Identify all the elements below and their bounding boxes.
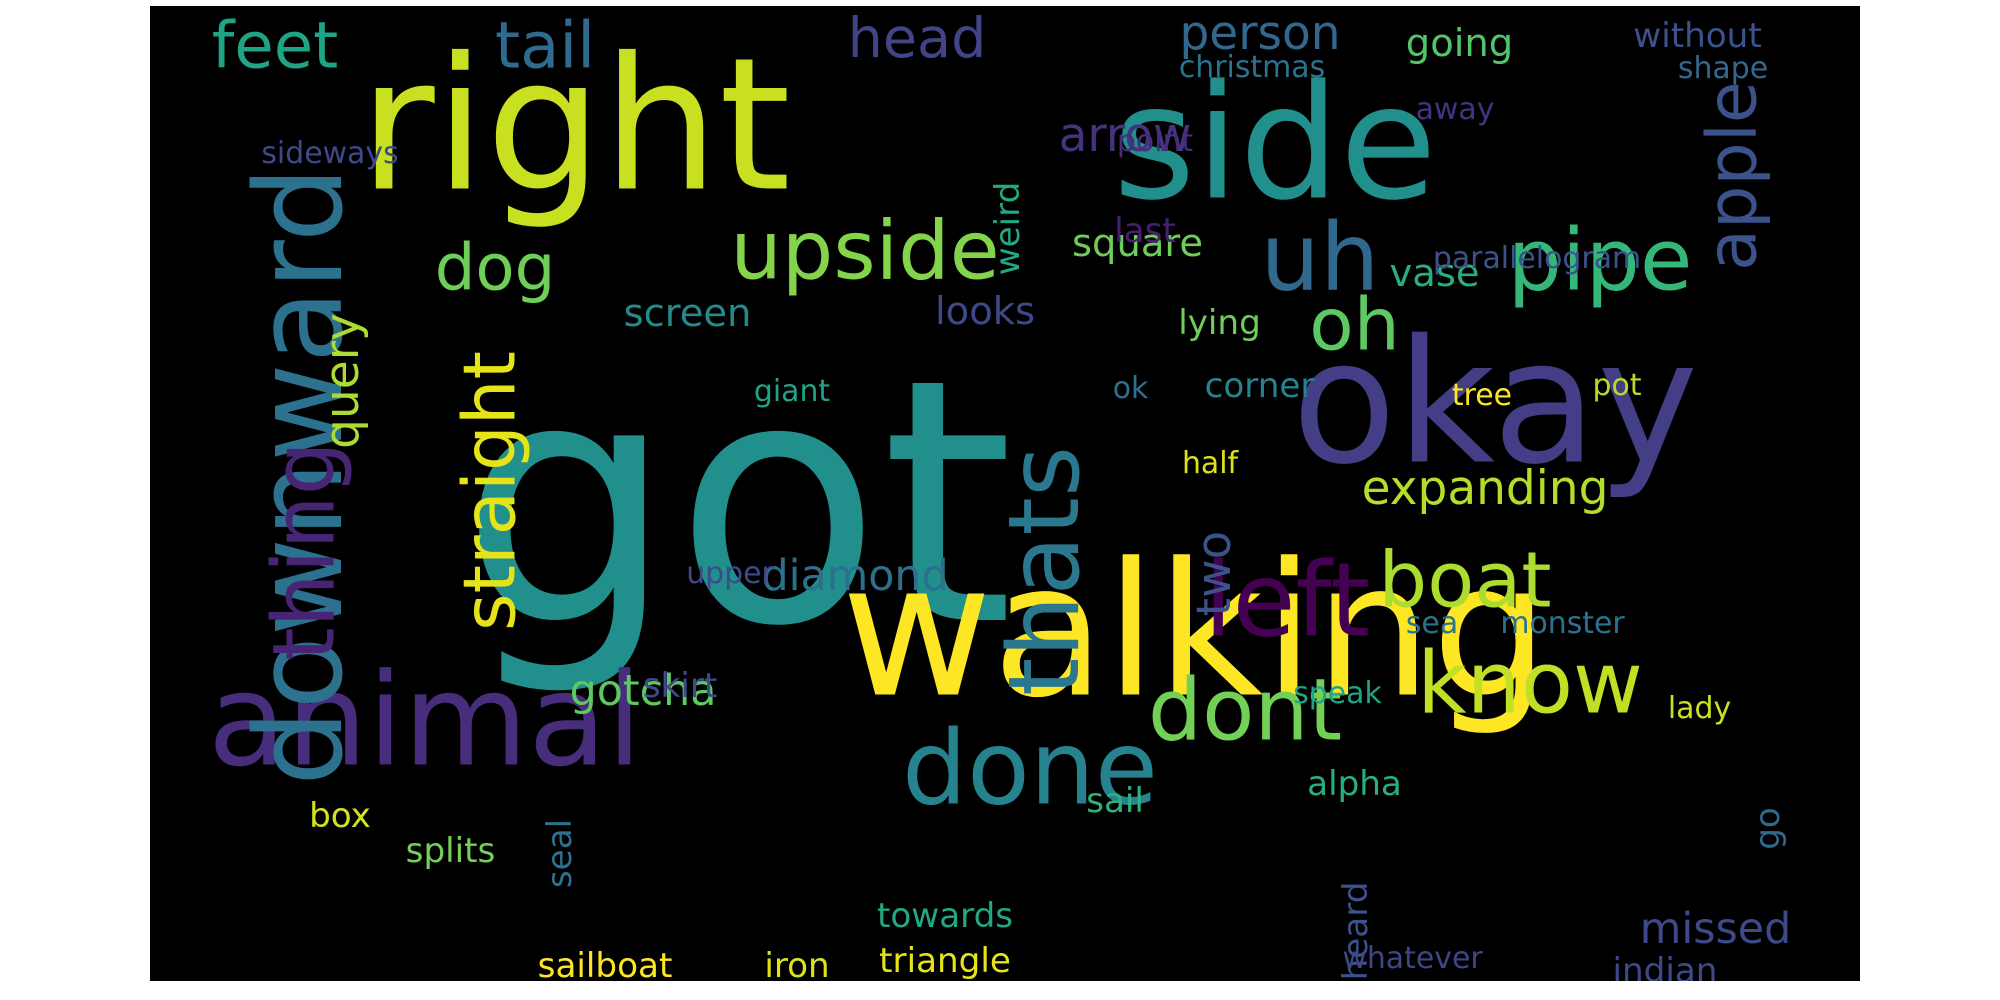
word-parallelogram: parallelogram xyxy=(1433,241,1641,276)
word-arrow: arrow xyxy=(1059,108,1192,163)
word-monster: monster xyxy=(1500,606,1625,641)
word-head: head xyxy=(848,6,987,71)
word-without: without xyxy=(1633,16,1761,56)
word-sideways: sideways xyxy=(261,136,398,171)
word-thing: thing xyxy=(256,441,355,661)
word-skirt: skirt xyxy=(643,666,718,706)
word-alpha: alpha xyxy=(1307,764,1402,804)
word-pot: pot xyxy=(1592,368,1641,403)
word-okay: okay xyxy=(1292,304,1698,503)
word-sailboat: sailboat xyxy=(538,946,673,981)
word-straight: straight xyxy=(449,351,533,631)
word-square: square xyxy=(1072,221,1203,266)
word-downward: downward xyxy=(230,166,370,786)
word-two: two xyxy=(1187,531,1242,617)
word-dont: dont xyxy=(1148,662,1342,761)
word-weird: weird xyxy=(988,182,1028,276)
word-point: point xyxy=(1117,124,1194,159)
word-query: query xyxy=(315,313,370,449)
word-giant: giant xyxy=(754,374,831,409)
word-know: know xyxy=(1417,635,1643,734)
word-missed: missed xyxy=(1640,904,1791,954)
word-speak: speak xyxy=(1293,676,1382,711)
word-walking: walking xyxy=(841,524,1549,739)
word-dog: dog xyxy=(435,232,556,306)
word-triangle: triangle xyxy=(879,941,1011,981)
word-sail: sail xyxy=(1086,781,1144,821)
word-heard: heard xyxy=(1336,882,1376,981)
word-lying: lying xyxy=(1178,303,1261,343)
word-animal: animal xyxy=(208,647,642,796)
word-screen: screen xyxy=(624,291,752,336)
word-person: person xyxy=(1179,6,1340,61)
word-looks: looks xyxy=(935,289,1035,334)
word-upside: upside xyxy=(730,205,999,299)
word-vase: vase xyxy=(1389,251,1479,296)
word-whatever: whatever xyxy=(1342,941,1483,976)
word-sea: sea xyxy=(1406,606,1458,641)
word-christmas: christmas xyxy=(1179,50,1325,85)
word-seal: seal xyxy=(540,819,580,888)
word-shape: shape xyxy=(1678,51,1768,86)
word-expanding: expanding xyxy=(1362,461,1609,516)
word-box: box xyxy=(309,796,371,836)
word-cloud-canvas: got right side walking okay animal upside pipe d… xyxy=(208,6,1791,981)
word-left: left xyxy=(1204,542,1370,661)
word-side: side xyxy=(1113,52,1437,236)
word-diamond: diamond xyxy=(761,551,948,601)
word-right: right xyxy=(359,18,791,232)
word-tree: tree xyxy=(1452,378,1512,413)
word-feet: feet xyxy=(212,10,339,84)
word-cloud: got right side walking okay animal upside pipe d… xyxy=(150,6,1860,981)
word-indian: indian xyxy=(1613,951,1718,981)
word-oh: oh xyxy=(1309,284,1399,368)
word-boat: boat xyxy=(1378,537,1551,626)
word-away: away xyxy=(1416,92,1495,127)
word-corner: corner xyxy=(1205,366,1316,406)
word-ok: ok xyxy=(1113,371,1149,406)
word-lady: lady xyxy=(1668,691,1731,726)
word-splits: splits xyxy=(406,831,496,871)
word-going: going xyxy=(1406,21,1513,66)
word-half: half xyxy=(1182,446,1240,481)
word-iron: iron xyxy=(764,946,829,981)
word-apple: apple xyxy=(1694,81,1773,271)
word-tail: tail xyxy=(495,10,595,84)
word-got: got xyxy=(460,307,1013,700)
word-thats: thats xyxy=(988,446,1102,696)
word-upper: upper xyxy=(686,556,774,591)
word-towards: towards xyxy=(877,896,1013,936)
word-done: done xyxy=(902,710,1158,829)
word-uh: uh xyxy=(1260,204,1379,313)
word-last: last xyxy=(1114,211,1176,251)
word-go: go xyxy=(1748,807,1788,850)
word-gotcha: gotcha xyxy=(570,666,717,716)
word-pipe: pipe xyxy=(1508,212,1693,311)
